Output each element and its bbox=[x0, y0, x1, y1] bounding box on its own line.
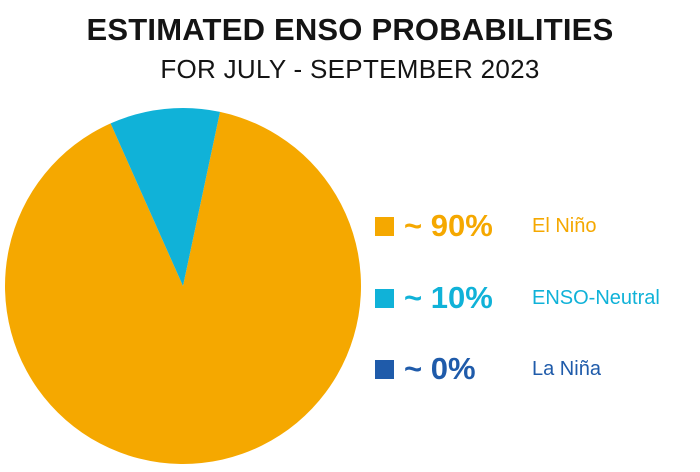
legend-value-enso-neutral: ~ 10% bbox=[404, 280, 493, 315]
legend-label-enso-neutral: ENSO-Neutral bbox=[532, 286, 660, 309]
legend-value-la-nina: ~ 0% bbox=[404, 351, 476, 386]
legend-value-el-nino: ~ 90% bbox=[404, 208, 493, 243]
legend-label-la-nina: La Niña bbox=[532, 357, 601, 380]
legend-item-enso-neutral: ~ 10% ENSO-Neutral bbox=[375, 275, 660, 321]
legend-label-el-nino: El Niño bbox=[532, 214, 597, 237]
chart-subtitle: FOR JULY - SEPTEMBER 2023 bbox=[160, 54, 540, 84]
chart-title: ESTIMATED ENSO PROBABILITIES bbox=[86, 12, 614, 47]
legend-swatch-enso-neutral bbox=[375, 288, 394, 308]
legend-item-el-nino: ~ 90% El Niño bbox=[375, 203, 596, 249]
pie-slice-enso-neutral bbox=[110, 108, 221, 286]
legend-item-la-nina: ~ 0% La Niña bbox=[375, 346, 601, 392]
legend-swatch-el-nino bbox=[375, 216, 394, 236]
legend-swatch-la-nina bbox=[375, 359, 394, 379]
pie-slice-el-ni-o bbox=[5, 111, 362, 465]
